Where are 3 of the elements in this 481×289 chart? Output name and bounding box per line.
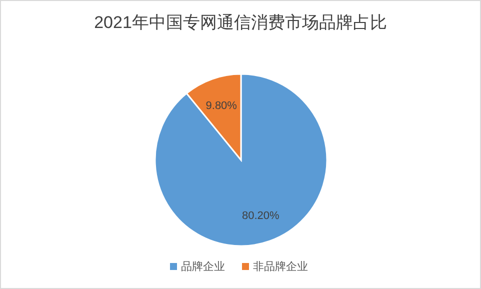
title: 2021年中国专网通信消费市场品牌占比 xyxy=(94,13,387,32)
legend-label: 非品牌企业 xyxy=(253,260,308,273)
legend-label: 品牌企业 xyxy=(181,260,225,273)
